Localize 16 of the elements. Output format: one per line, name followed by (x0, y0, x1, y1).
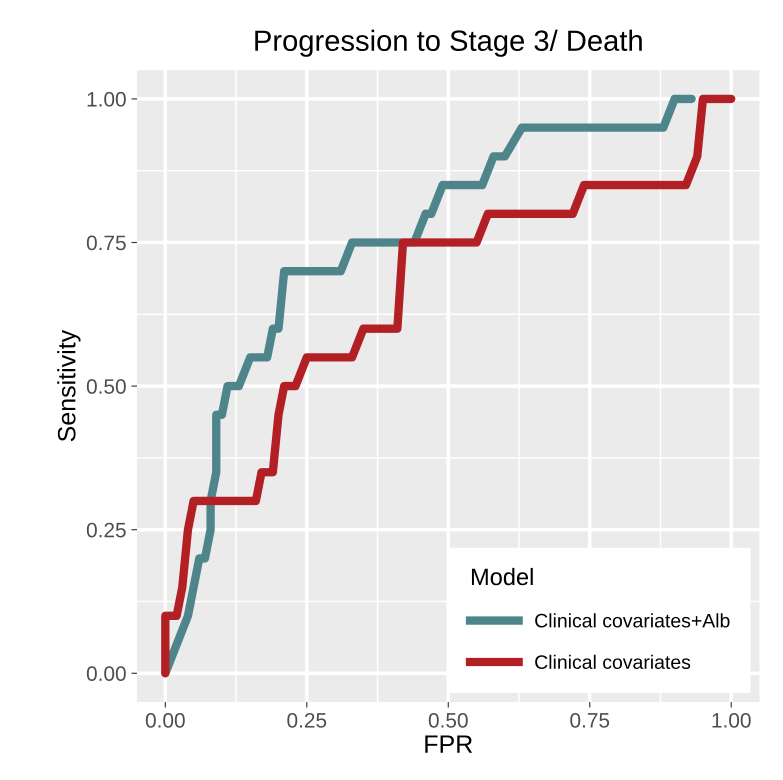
chart-title: Progression to Stage 3/ Death (255, 30, 642, 57)
x-tick-label: 0.50 (428, 712, 468, 728)
y-tick-label: 0.50 (86, 379, 126, 394)
legend-label: Clinical covariates (535, 654, 690, 669)
y-tick-label: 0.00 (86, 666, 126, 682)
x-tick-label: 0.75 (570, 712, 610, 728)
y-axis-title: Sensitivity (57, 330, 81, 442)
x-tick-label: 0.00 (146, 712, 185, 728)
x-tick-label: 1.00 (712, 712, 751, 728)
legend-label: Clinical covariates+Alb (535, 613, 730, 628)
y-tick-label: 0.25 (86, 522, 126, 538)
legend-title: Model (472, 568, 533, 586)
y-tick-label: 0.75 (86, 236, 126, 250)
y-tick-label: 1.00 (88, 92, 126, 107)
x-tick-label: 0.25 (287, 712, 326, 728)
x-axis-title: FPR (425, 736, 472, 753)
